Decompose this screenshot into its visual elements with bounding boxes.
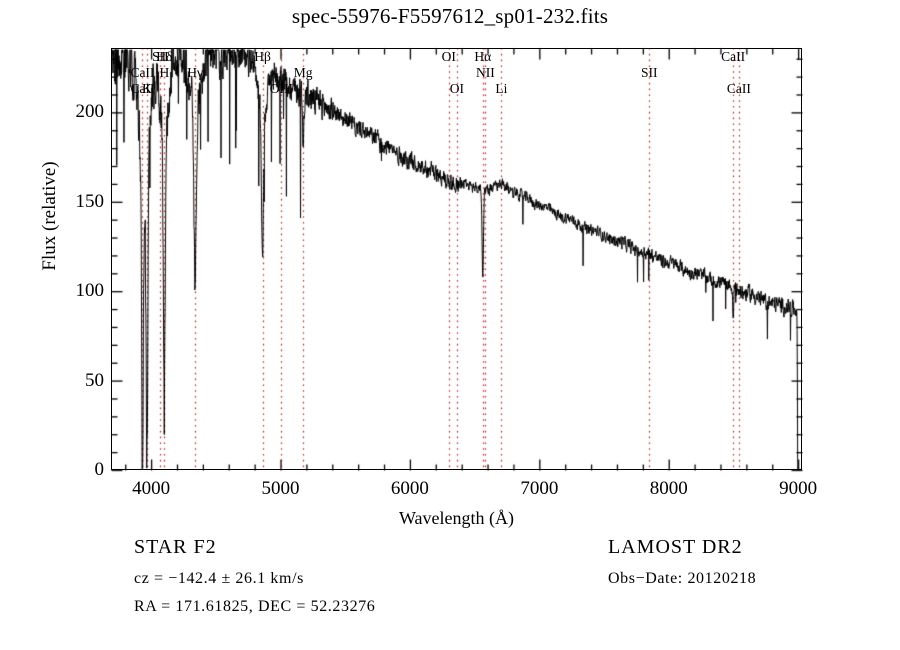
- line-label-oi-6363: OI: [449, 81, 464, 96]
- line-label-k: K: [142, 81, 152, 96]
- line-label-caii-h: CaII: [130, 65, 155, 80]
- line-label-caii-t1: CaII: [721, 49, 746, 64]
- survey-name: LAMOST DR2: [608, 536, 743, 558]
- line-label-caii-k: CaII: [130, 81, 155, 96]
- y-axis-label: Flux (relative): [39, 161, 60, 271]
- object-info-block: STAR F2 cz = −142.4 ± 26.1 km/s RA = 171…: [134, 536, 554, 626]
- x-axis-label: Wavelength (Å): [398, 508, 514, 528]
- x-tick-label: 7000: [520, 478, 559, 499]
- x-tick-label: 8000: [649, 478, 688, 499]
- coordinates: RA = 171.61825, DEC = 52.23276: [134, 598, 376, 615]
- radial-velocity: cz = −142.4 ± 26.1 km/s: [134, 570, 304, 587]
- line-label-li: Li: [495, 81, 508, 96]
- plot-frame: [111, 48, 802, 470]
- y-tick-label: 150: [75, 190, 105, 212]
- y-tick-label: 100: [75, 280, 105, 302]
- line-label-h-alpha: Hα: [474, 49, 492, 64]
- y-tick-label: 200: [75, 101, 105, 123]
- line-label-sii: SII: [152, 49, 169, 64]
- x-tick-label: 4000: [132, 478, 171, 499]
- object-class: STAR F2: [134, 536, 217, 558]
- line-label-oiii: OIII: [269, 81, 294, 96]
- spectrum-trace: [111, 48, 802, 470]
- line-label-sii-far: SII: [641, 65, 658, 80]
- survey-info-block: LAMOST DR2 Obs−Date: 20120218: [608, 536, 888, 598]
- page-title: spec-55976-F5597612_sp01-232.fits: [291, 4, 609, 28]
- y-axis-ticks: 0 50 100 150 200: [36, 0, 105, 650]
- line-label-oi-6300: OI: [441, 49, 456, 64]
- line-label-h-delta: Hδ: [156, 49, 173, 64]
- x-tick-label: 5000: [261, 478, 300, 499]
- line-label-nii: NII: [475, 65, 495, 80]
- observation-date: Obs−Date: 20120218: [608, 570, 757, 587]
- line-label-mg: Mg: [293, 65, 313, 80]
- y-tick-label: 0: [94, 459, 105, 480]
- x-tick-label: 6000: [390, 478, 429, 499]
- line-label-caii-t2: CaII: [726, 81, 751, 96]
- line-label-h-beta: Hβ: [254, 49, 271, 64]
- line-label-h-epsilon: H: [159, 65, 170, 80]
- y-tick-label: 50: [85, 369, 104, 391]
- line-label-h-gamma: Hγ: [187, 65, 203, 80]
- x-tick-label: 9000: [779, 478, 818, 499]
